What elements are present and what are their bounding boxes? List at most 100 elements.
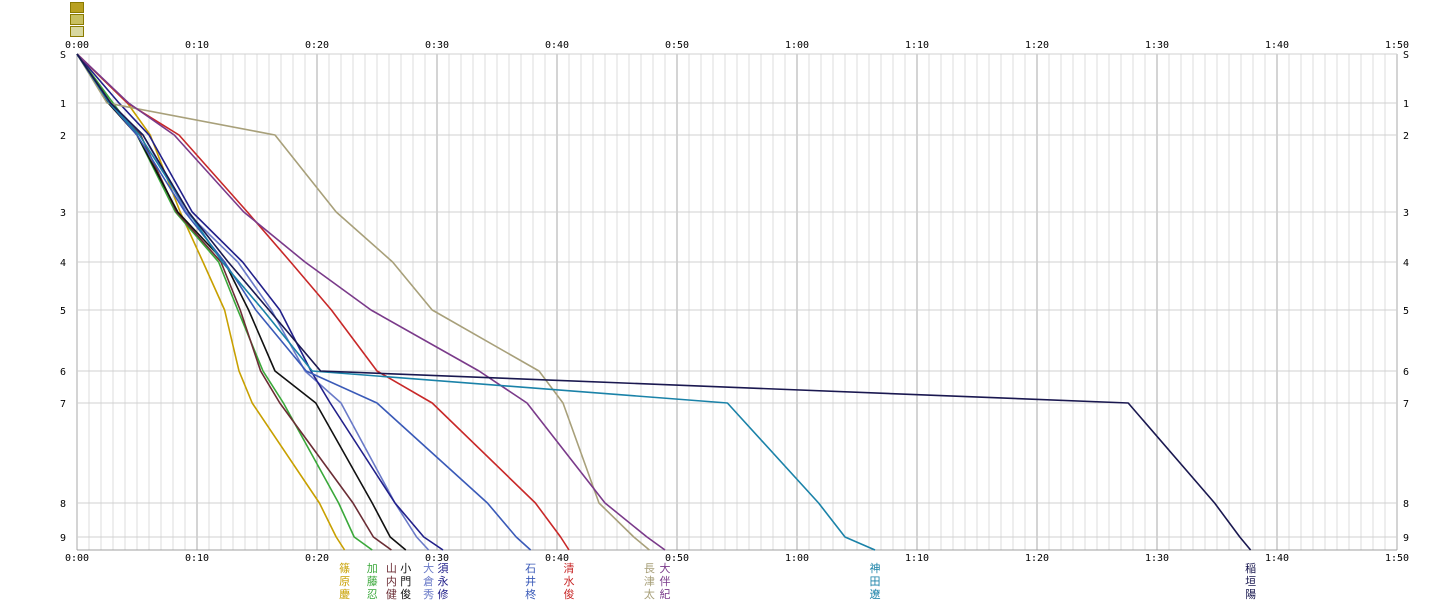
series-line xyxy=(76,53,666,551)
y-tick-right: 2 xyxy=(1403,131,1409,142)
x-tick-bottom: 0:30 xyxy=(425,553,449,564)
runner-name-label: 神田遼 xyxy=(870,561,881,600)
runner-name-char: 小 xyxy=(400,562,411,575)
legend-swatch-2 xyxy=(70,14,84,25)
runner-name-label: 山内健 xyxy=(386,562,397,600)
x-tick-bottom: 1:10 xyxy=(905,553,929,564)
series-line xyxy=(76,53,373,551)
runner-name-label: 石井柊 xyxy=(525,562,536,600)
runner-name-label: 清水俊 xyxy=(564,562,575,600)
runner-name-char: 太 xyxy=(644,588,655,600)
runner-name-char: 田 xyxy=(870,575,881,588)
x-tick-top: 1:40 xyxy=(1265,40,1289,51)
x-tick-bottom: 1:00 xyxy=(785,553,809,564)
y-tick-right: S xyxy=(1403,50,1409,61)
x-tick-top: 1:20 xyxy=(1025,40,1049,51)
series-line xyxy=(76,53,650,551)
x-tick-bottom: 0:50 xyxy=(665,553,689,564)
y-tick-right: 4 xyxy=(1403,258,1409,269)
series-line xyxy=(76,53,392,551)
x-tick-top: 0:00 xyxy=(65,40,89,51)
y-tick-left: 3 xyxy=(60,208,66,219)
y-tick-left: 5 xyxy=(60,306,66,317)
legend-swatch-3 xyxy=(70,26,84,37)
runner-name-char: 水 xyxy=(564,575,575,588)
x-tick-bottom: 0:40 xyxy=(545,553,569,564)
y-tick-left: 6 xyxy=(60,367,66,378)
runner-name-char: 修 xyxy=(438,587,449,600)
series-line xyxy=(76,53,570,551)
x-tick-bottom: 1:50 xyxy=(1385,553,1409,564)
runner-name-char: 門 xyxy=(400,575,411,588)
x-tick-top: 0:20 xyxy=(305,40,329,51)
runner-name-char: 陽 xyxy=(1245,588,1256,600)
y-tick-left: 4 xyxy=(60,258,66,269)
y-tick-left: 1 xyxy=(60,99,66,110)
y-tick-right: 7 xyxy=(1403,399,1409,410)
series-line xyxy=(76,53,346,551)
runner-name-label: 大倉秀 xyxy=(423,561,434,600)
runner-name-char: 健 xyxy=(386,588,397,600)
y-tick-left: 9 xyxy=(60,533,66,544)
runner-name-char: 井 xyxy=(525,574,536,588)
series-line xyxy=(76,53,532,551)
runner-name-char: 加 xyxy=(367,562,378,575)
runner-name-char: 長 xyxy=(644,562,655,575)
runner-name-char: 俊 xyxy=(400,587,411,600)
runner-name-char: 倉 xyxy=(423,574,434,588)
runner-name-char: 藤 xyxy=(367,575,378,588)
x-tick-top: 0:50 xyxy=(665,40,689,51)
x-tick-bottom: 1:40 xyxy=(1265,553,1289,564)
y-tick-right: 8 xyxy=(1403,499,1409,510)
runner-name-char: 慶 xyxy=(339,587,350,600)
runner-name-label: 須永修 xyxy=(438,562,449,600)
runner-name-char: 秀 xyxy=(423,588,434,600)
x-tick-top: 1:30 xyxy=(1145,40,1169,51)
series-line xyxy=(76,53,430,551)
runner-name-char: 大 xyxy=(660,561,671,575)
legend-swatch-1 xyxy=(70,2,84,13)
series-line xyxy=(76,53,1252,551)
y-tick-left: S xyxy=(60,50,66,61)
runner-name-label: 加藤忍 xyxy=(367,562,378,600)
x-tick-bottom: 0:20 xyxy=(305,553,329,564)
runner-name-char: 神 xyxy=(870,561,881,575)
runner-name-char: 山 xyxy=(386,562,397,575)
runner-name-char: 清 xyxy=(564,562,575,575)
y-tick-right: 3 xyxy=(1403,208,1409,219)
runner-name-char: 須 xyxy=(438,562,449,575)
x-tick-top: 1:50 xyxy=(1385,40,1409,51)
y-tick-left: 2 xyxy=(60,131,66,142)
runner-name-char: 紀 xyxy=(660,588,671,600)
runner-name-char: 稲 xyxy=(1245,562,1256,575)
runner-name-char: 伴 xyxy=(660,575,671,588)
x-tick-top: 0:30 xyxy=(425,40,449,51)
y-tick-right: 6 xyxy=(1403,367,1409,378)
runner-name-char: 俊 xyxy=(564,587,575,600)
chart-axes: 0:00 0:00 0:10 0:10 0:20 0:20 0:30 0:30 0:40 0:40… xyxy=(60,40,1409,564)
x-tick-bottom: 0:10 xyxy=(185,553,209,564)
y-tick-right: 1 xyxy=(1403,99,1409,110)
x-tick-top: 0:10 xyxy=(185,40,209,51)
runner-name-char: 篠 xyxy=(339,561,350,575)
runner-name-char: 津 xyxy=(644,575,655,588)
series-lines xyxy=(76,53,1252,551)
runner-name-label: 大伴紀 xyxy=(660,561,671,600)
runner-name-char: 忍 xyxy=(367,588,378,600)
runner-name-char: 遼 xyxy=(870,587,881,600)
y-tick-left: 8 xyxy=(60,499,66,510)
runner-name-char: 柊 xyxy=(525,587,536,600)
chart-grid xyxy=(76,53,1398,551)
y-tick-right: 5 xyxy=(1403,306,1409,317)
runner-name-label: 長津太 xyxy=(644,562,655,600)
x-tick-top: 1:10 xyxy=(905,40,929,51)
runner-name-char: 垣 xyxy=(1245,575,1256,588)
y-tick-left: 7 xyxy=(60,399,66,410)
runner-name-label: 篠原慶 xyxy=(339,561,350,600)
x-tick-top: 1:00 xyxy=(785,40,809,51)
y-tick-right: 9 xyxy=(1403,533,1409,544)
x-tick-top: 0:40 xyxy=(545,40,569,51)
runner-name-char: 大 xyxy=(423,561,434,575)
